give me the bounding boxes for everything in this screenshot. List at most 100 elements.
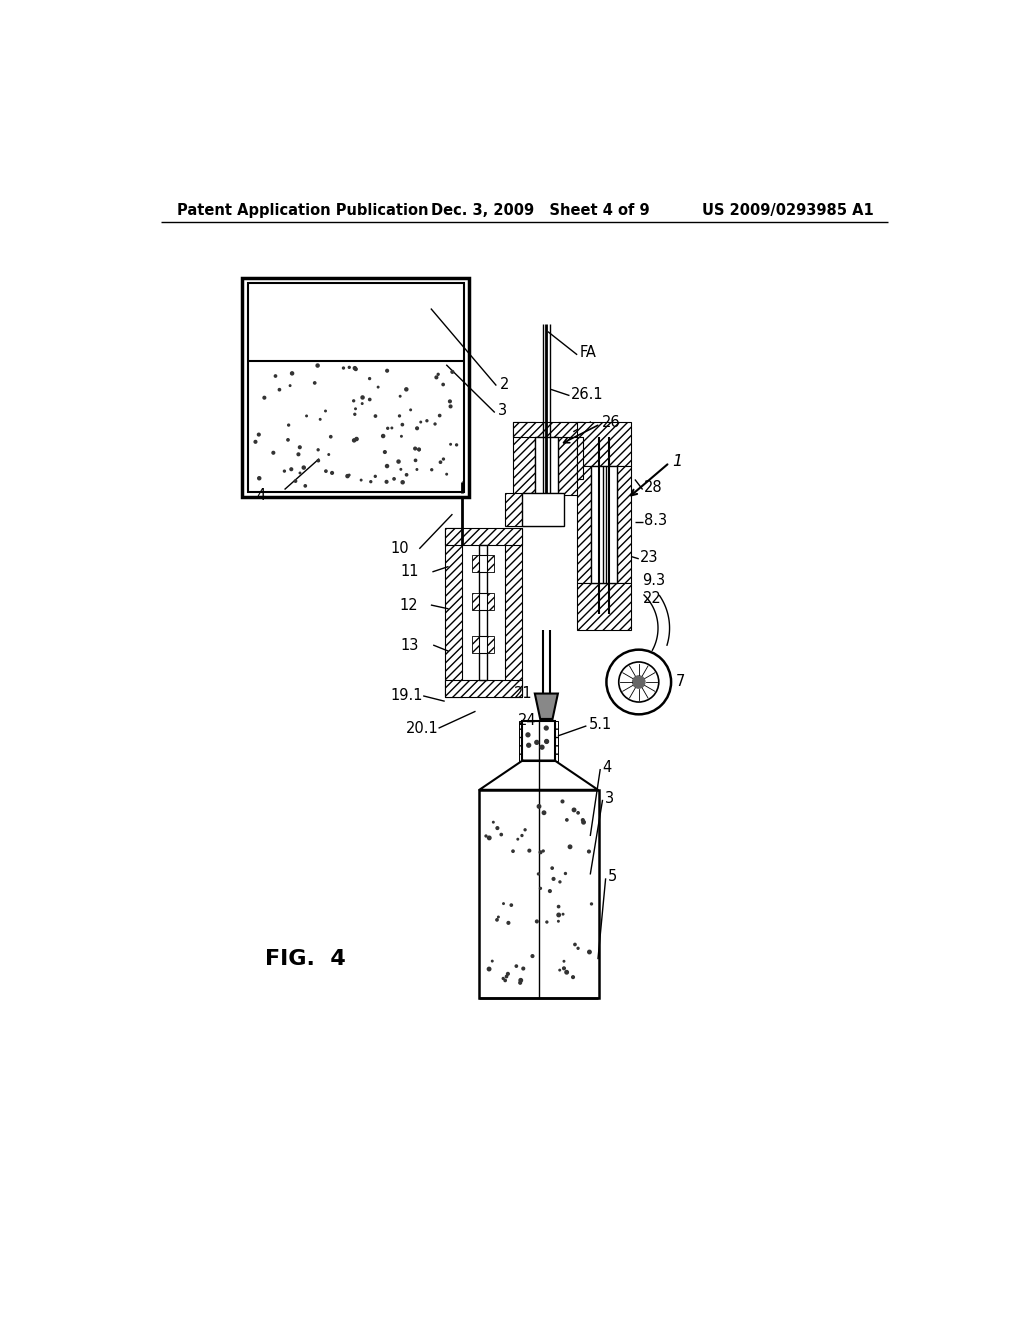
- Bar: [578, 422, 631, 466]
- Bar: [558, 422, 583, 495]
- Text: Patent Application Publication: Patent Application Publication: [177, 203, 428, 218]
- Circle shape: [557, 913, 560, 916]
- Bar: [513, 422, 583, 437]
- Circle shape: [386, 370, 388, 372]
- Circle shape: [297, 453, 300, 455]
- Circle shape: [573, 944, 577, 945]
- Bar: [243, 277, 469, 498]
- Circle shape: [360, 479, 361, 480]
- Circle shape: [504, 979, 506, 982]
- Circle shape: [369, 399, 371, 401]
- Circle shape: [263, 396, 265, 399]
- Text: 9.3: 9.3: [643, 573, 666, 587]
- Text: 10: 10: [391, 541, 410, 556]
- Circle shape: [506, 975, 508, 978]
- Polygon shape: [535, 693, 558, 719]
- Circle shape: [352, 438, 355, 442]
- Text: FA: FA: [580, 345, 596, 360]
- Bar: [472, 594, 494, 610]
- Text: 11: 11: [400, 565, 419, 579]
- Bar: [521, 494, 564, 525]
- Circle shape: [487, 836, 490, 840]
- Text: 26: 26: [602, 414, 621, 430]
- Text: 1: 1: [672, 454, 682, 469]
- Circle shape: [562, 968, 565, 970]
- Circle shape: [414, 447, 417, 450]
- Bar: [472, 636, 494, 653]
- Bar: [472, 554, 494, 572]
- Circle shape: [406, 474, 408, 477]
- Circle shape: [517, 838, 518, 840]
- Circle shape: [519, 982, 521, 985]
- Circle shape: [346, 475, 349, 478]
- Circle shape: [582, 818, 584, 821]
- Circle shape: [354, 368, 357, 371]
- Bar: [444, 528, 462, 697]
- Circle shape: [450, 405, 452, 408]
- Circle shape: [284, 470, 286, 473]
- Bar: [552, 721, 558, 760]
- Circle shape: [352, 400, 354, 401]
- Circle shape: [290, 467, 293, 471]
- Circle shape: [257, 433, 260, 436]
- Circle shape: [552, 878, 555, 880]
- Text: 2: 2: [500, 376, 510, 392]
- Circle shape: [559, 969, 560, 972]
- Text: 26.1: 26.1: [571, 387, 603, 401]
- Circle shape: [558, 920, 559, 923]
- Circle shape: [487, 968, 490, 970]
- Circle shape: [582, 821, 586, 824]
- Circle shape: [450, 444, 452, 445]
- Text: 12: 12: [399, 598, 418, 612]
- Circle shape: [328, 454, 330, 455]
- Circle shape: [540, 887, 542, 890]
- Circle shape: [572, 808, 575, 812]
- Circle shape: [536, 920, 539, 923]
- Circle shape: [538, 805, 541, 808]
- Circle shape: [564, 873, 566, 874]
- Circle shape: [355, 437, 358, 441]
- Text: US 2009/0293985 A1: US 2009/0293985 A1: [701, 203, 873, 218]
- Circle shape: [353, 367, 356, 370]
- Bar: [479, 545, 487, 681]
- Circle shape: [545, 726, 548, 730]
- Circle shape: [496, 919, 498, 921]
- Circle shape: [588, 850, 590, 853]
- Circle shape: [319, 418, 321, 420]
- Circle shape: [633, 676, 645, 688]
- Bar: [591, 466, 617, 583]
- Circle shape: [451, 371, 454, 374]
- Circle shape: [361, 396, 365, 399]
- Circle shape: [500, 833, 503, 836]
- Circle shape: [492, 961, 493, 962]
- Circle shape: [361, 403, 362, 404]
- Circle shape: [545, 739, 549, 743]
- Circle shape: [348, 474, 350, 475]
- Circle shape: [294, 480, 297, 482]
- Bar: [479, 554, 487, 572]
- Circle shape: [538, 873, 540, 875]
- Circle shape: [369, 378, 371, 380]
- Circle shape: [330, 436, 332, 438]
- Circle shape: [431, 469, 433, 471]
- Circle shape: [416, 469, 418, 470]
- Circle shape: [546, 921, 548, 923]
- Circle shape: [578, 948, 579, 949]
- Circle shape: [562, 913, 564, 915]
- Bar: [578, 466, 591, 583]
- Circle shape: [543, 810, 546, 814]
- Text: 4: 4: [602, 760, 611, 775]
- Circle shape: [272, 451, 274, 454]
- Bar: [505, 528, 521, 697]
- Circle shape: [316, 364, 319, 367]
- Bar: [444, 681, 521, 697]
- Bar: [578, 437, 583, 479]
- Circle shape: [325, 470, 327, 473]
- Circle shape: [535, 741, 539, 744]
- Circle shape: [279, 388, 281, 391]
- Circle shape: [306, 416, 307, 417]
- Circle shape: [426, 420, 428, 421]
- Circle shape: [393, 478, 395, 480]
- Circle shape: [325, 411, 327, 412]
- Circle shape: [531, 954, 534, 957]
